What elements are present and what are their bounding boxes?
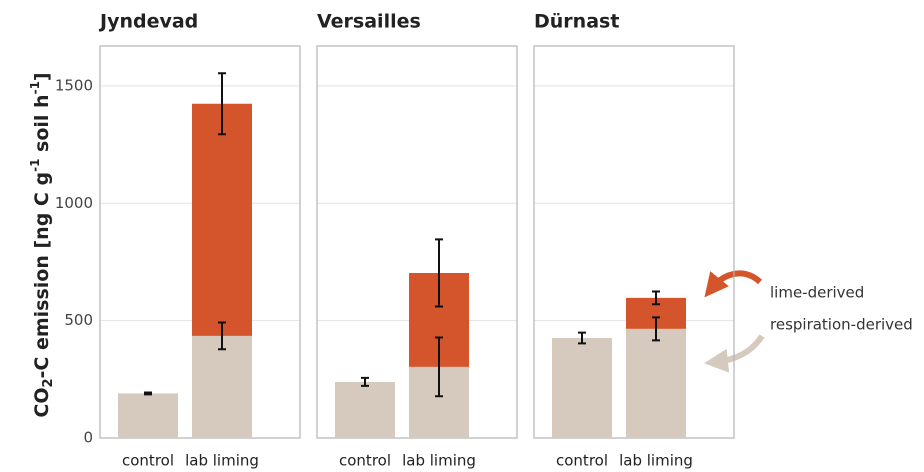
y-label-sup: -1 (28, 159, 42, 172)
y-label-sup: -1 (28, 81, 42, 94)
bar (118, 393, 178, 438)
y-tick-label: 0 (83, 429, 93, 447)
respiration-arrow (704, 334, 765, 373)
y-tick-label: 1500 (55, 76, 93, 94)
x-tick-label: lab liming (185, 452, 259, 470)
facet-title: Versailles (317, 11, 421, 33)
bar (192, 103, 252, 336)
bar (335, 381, 395, 438)
y-tick-label: 1000 (55, 194, 93, 212)
y-label-part: CO (31, 388, 53, 418)
error-bar (435, 238, 443, 308)
y-axis-label: CO2-C emission [ng C g-1 soil h-1] (28, 72, 56, 417)
bar (192, 335, 252, 438)
y-tick-label: 500 (64, 311, 93, 329)
error-bar (578, 331, 586, 345)
x-tick-label: control (122, 452, 174, 470)
error-bar (652, 316, 660, 342)
error-bar (435, 336, 443, 398)
y-label-part: ] (31, 72, 53, 81)
facet-title: Dürnast (534, 11, 619, 33)
bar (626, 328, 686, 438)
error-bar (218, 321, 226, 351)
bar (552, 338, 612, 438)
x-tick-label: control (339, 452, 391, 470)
error-bar (652, 290, 660, 306)
y-label-part: soil h (31, 94, 53, 158)
facet-title: Jyndevad (98, 11, 198, 33)
y-label-sub: 2 (41, 378, 56, 387)
error-bar (218, 72, 226, 136)
error-bar (144, 391, 152, 396)
x-tick-label: lab liming (619, 452, 693, 470)
error-bar (361, 376, 369, 387)
annotation: respiration-derived (770, 316, 913, 334)
x-tick-label: control (556, 452, 608, 470)
annotation: lime-derived (770, 284, 864, 302)
x-tick-label: lab liming (402, 452, 476, 470)
y-label-part: -C emission [ng C g (31, 172, 53, 379)
lime-arrow (704, 270, 763, 298)
